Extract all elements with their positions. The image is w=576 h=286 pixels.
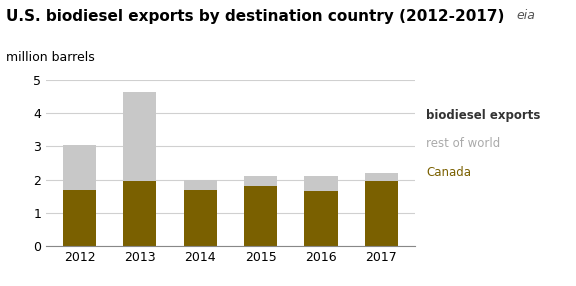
Bar [304,191,338,246]
Bar [244,176,277,186]
Text: Canada: Canada [426,166,471,179]
Bar [184,190,217,246]
Bar [184,180,217,190]
Bar [63,190,96,246]
Bar [123,92,157,181]
Bar [244,186,277,246]
Text: biodiesel exports: biodiesel exports [426,109,541,122]
Text: million barrels: million barrels [6,51,94,64]
Text: U.S. biodiesel exports by destination country (2012-2017): U.S. biodiesel exports by destination co… [6,9,504,23]
Bar [365,181,398,246]
Text: eia: eia [517,9,536,21]
Bar [123,181,157,246]
Bar [365,173,398,181]
Bar [63,145,96,190]
Text: rest of world: rest of world [426,137,501,150]
Bar [304,176,338,191]
